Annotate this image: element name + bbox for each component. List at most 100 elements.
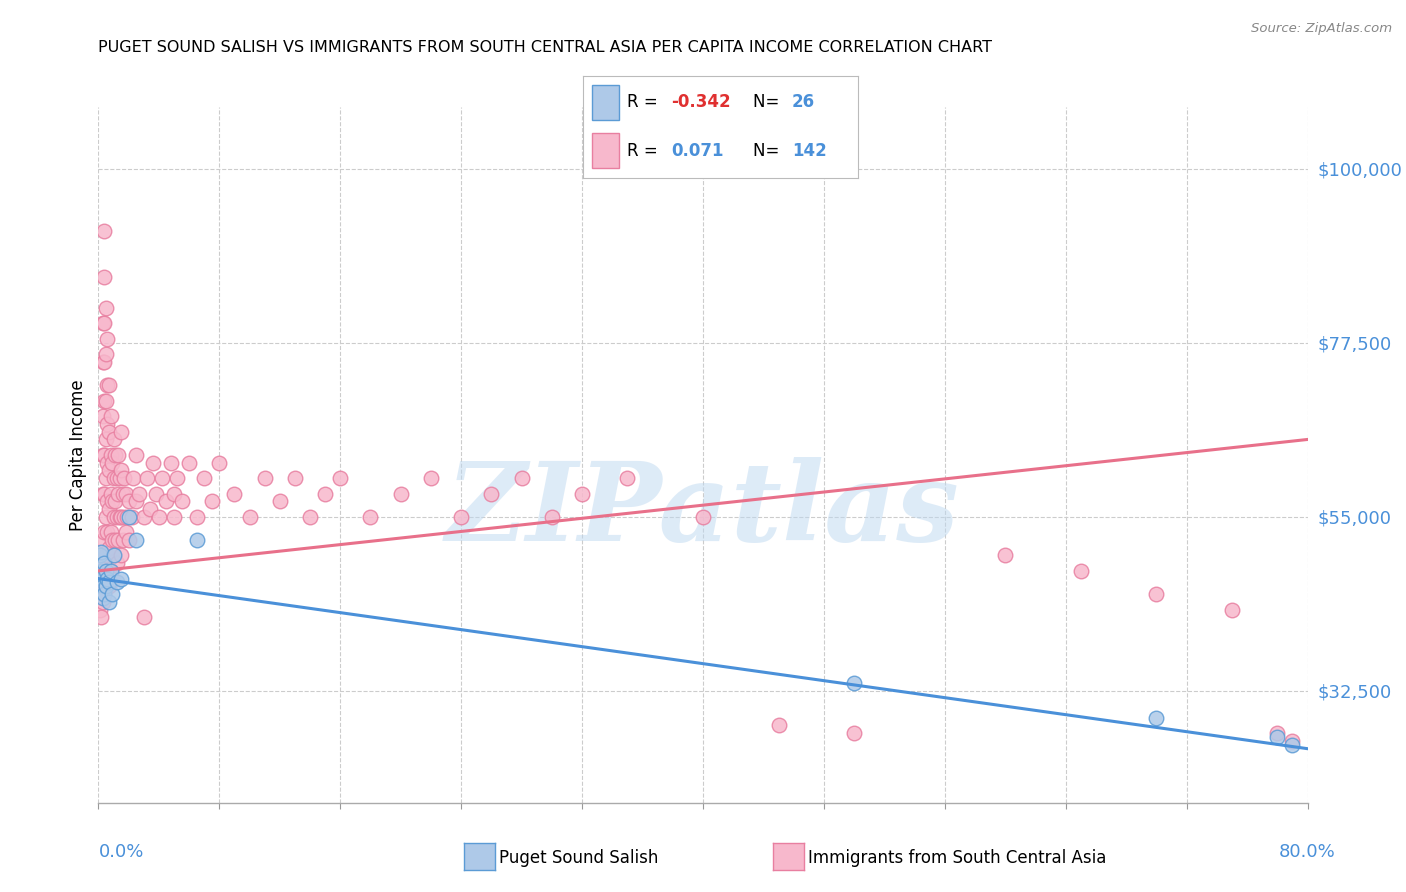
Text: Immigrants from South Central Asia: Immigrants from South Central Asia — [808, 849, 1107, 867]
Point — [98, 595, 121, 609]
Point — [91, 355, 114, 369]
Point — [118, 509, 141, 524]
Point — [90, 579, 112, 593]
Point — [93, 587, 115, 601]
Point — [91, 448, 114, 462]
Point — [193, 471, 215, 485]
Point — [96, 417, 118, 431]
Point — [93, 270, 115, 285]
Text: -0.342: -0.342 — [671, 94, 731, 112]
Point — [450, 509, 472, 524]
Point — [125, 533, 148, 547]
Point — [692, 509, 714, 524]
Point — [90, 549, 112, 563]
Point — [208, 456, 231, 470]
Point — [96, 572, 118, 586]
Text: Source: ZipAtlas.com: Source: ZipAtlas.com — [1251, 22, 1392, 36]
Point — [148, 509, 170, 524]
Point — [132, 509, 155, 524]
Text: Puget Sound Salish: Puget Sound Salish — [499, 849, 658, 867]
Text: N=: N= — [754, 142, 785, 160]
Text: PUGET SOUND SALISH VS IMMIGRANTS FROM SOUTH CENTRAL ASIA PER CAPITA INCOME CORRE: PUGET SOUND SALISH VS IMMIGRANTS FROM SO… — [98, 40, 993, 55]
Text: ZIPatlas: ZIPatlas — [446, 457, 960, 565]
Point — [89, 602, 111, 616]
Point — [96, 525, 118, 540]
Point — [540, 509, 562, 524]
Point — [94, 564, 117, 578]
Point — [163, 486, 186, 500]
Point — [150, 471, 173, 485]
Point — [1070, 564, 1092, 578]
Point — [155, 494, 177, 508]
Point — [186, 509, 208, 524]
Point — [481, 486, 503, 500]
Point — [201, 494, 224, 508]
Point — [142, 456, 165, 470]
Point — [132, 610, 155, 624]
Point — [96, 564, 118, 578]
Point — [284, 471, 307, 485]
Point — [98, 425, 121, 439]
Point — [90, 544, 112, 558]
Point — [768, 718, 790, 732]
Point — [118, 533, 141, 547]
Point — [510, 471, 533, 485]
Point — [108, 471, 131, 485]
Point — [94, 579, 117, 593]
Point — [299, 509, 322, 524]
Point — [1281, 738, 1303, 752]
Point — [98, 502, 121, 516]
Point — [112, 509, 135, 524]
Point — [96, 332, 118, 346]
Point — [98, 541, 121, 555]
Point — [94, 549, 117, 563]
Point — [114, 525, 136, 540]
Point — [93, 224, 115, 238]
Point — [170, 494, 193, 508]
Point — [96, 456, 118, 470]
Point — [101, 456, 124, 470]
Point — [104, 494, 127, 508]
Point — [389, 486, 412, 500]
Point — [91, 595, 114, 609]
Point — [107, 533, 129, 547]
Point — [110, 425, 132, 439]
Point — [94, 579, 117, 593]
Point — [91, 579, 114, 593]
Point — [101, 572, 124, 586]
Bar — [592, 85, 619, 120]
Point — [112, 471, 135, 485]
Point — [91, 564, 114, 578]
Point — [90, 610, 112, 624]
Point — [111, 533, 134, 547]
Point — [125, 494, 148, 508]
Point — [94, 301, 117, 315]
Point — [98, 579, 121, 593]
Point — [91, 572, 114, 586]
Point — [110, 549, 132, 563]
Point — [1144, 711, 1167, 725]
Point — [100, 409, 122, 424]
Point — [844, 676, 866, 690]
Point — [1265, 730, 1288, 744]
Point — [571, 486, 593, 500]
Point — [105, 575, 128, 590]
Point — [115, 509, 138, 524]
Point — [94, 347, 117, 361]
Point — [186, 533, 208, 547]
Text: 142: 142 — [792, 142, 827, 160]
Point — [96, 494, 118, 508]
Y-axis label: Per Capita Income: Per Capita Income — [69, 379, 87, 531]
Point — [100, 564, 122, 578]
Point — [93, 393, 115, 408]
Point — [94, 471, 117, 485]
Point — [91, 486, 114, 500]
Text: 0.0%: 0.0% — [98, 843, 143, 861]
Point — [110, 572, 132, 586]
Point — [96, 378, 118, 392]
Point — [616, 471, 638, 485]
Point — [105, 509, 128, 524]
Point — [125, 448, 148, 462]
Point — [121, 509, 143, 524]
Point — [160, 456, 183, 470]
